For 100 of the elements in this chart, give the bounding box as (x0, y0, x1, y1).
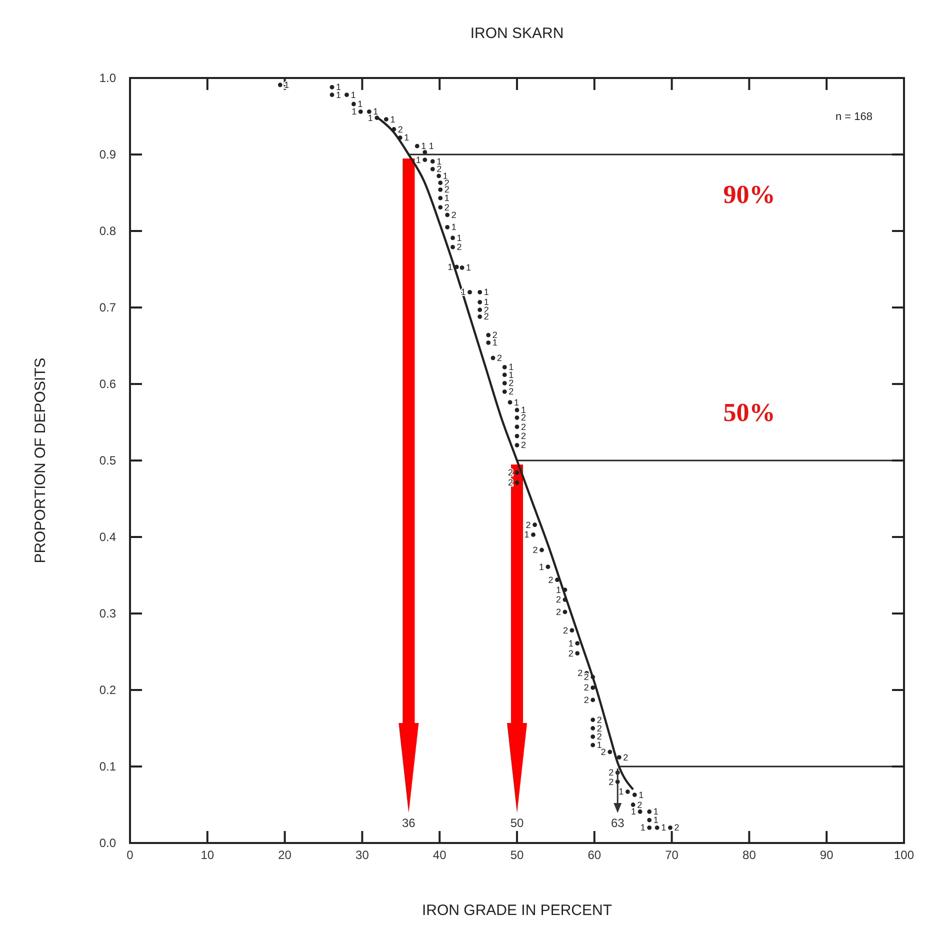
ref-line-label: 90% (723, 180, 776, 209)
text: 1 (404, 132, 410, 143)
y-tick-label: 0.8 (99, 224, 116, 238)
annotation: n = 168 (835, 111, 873, 123)
x-tick-label: 0 (126, 848, 134, 862)
text: 2 (608, 768, 614, 778)
text: 1 (442, 170, 448, 181)
text: 1 (638, 790, 644, 800)
text: 1 (661, 822, 666, 833)
text: 2 (521, 431, 526, 442)
y-tick-label: 0.4 (99, 530, 116, 544)
text: 1 (568, 638, 574, 648)
text: 2 (608, 776, 614, 787)
text: 1 (416, 154, 421, 165)
text: 2 (521, 440, 526, 450)
x-tick-label: 90 (820, 848, 834, 862)
text: 1 (352, 106, 357, 117)
x-tick-label: 10 (200, 848, 214, 862)
y-tick-label: 0.5 (99, 454, 116, 468)
annotation: 36 (402, 816, 416, 830)
text: 2 (532, 545, 538, 556)
text: 1 (373, 106, 378, 117)
text: 2 (444, 202, 450, 212)
x-tick-label: 40 (432, 848, 447, 862)
text: 2 (444, 184, 450, 195)
text: 1 (508, 362, 514, 372)
text: 2 (456, 242, 462, 252)
x-axis-title: IRON GRADE IN PERCENT (422, 902, 612, 919)
text: 1 (631, 806, 636, 817)
text: 1 (421, 141, 426, 152)
text: 2 (562, 625, 568, 636)
y-tick-label: 0.1 (99, 760, 116, 774)
text: 2 (548, 574, 554, 585)
text: 1 (456, 232, 462, 243)
ref-line-label: 50% (723, 398, 776, 427)
chart-title: IRON SKARN (470, 25, 564, 42)
text: 2 (508, 386, 514, 397)
text: 1 (444, 193, 450, 204)
text: 1 (653, 815, 658, 826)
text: 1 (492, 338, 498, 348)
x-tick-label: 60 (588, 848, 602, 862)
text: 1 (484, 297, 489, 308)
text: 2 (497, 352, 502, 363)
text: 1 (640, 822, 646, 833)
text: 1 (448, 262, 453, 272)
text: 1 (521, 405, 526, 416)
text: 1 (336, 90, 342, 100)
text: 1 (508, 370, 514, 380)
text: 1 (436, 156, 442, 166)
text: 2 (600, 746, 606, 757)
y-tick-label: 0.3 (99, 606, 116, 620)
text: 2 (596, 732, 602, 742)
x-tick-label: 30 (356, 848, 370, 862)
text: 1 (358, 99, 363, 110)
text: 1 (451, 222, 456, 232)
text: 1 (653, 806, 658, 817)
text: 1 (350, 90, 356, 100)
text: 2 (584, 694, 589, 705)
text: 2 (623, 752, 628, 762)
text: 2 (484, 312, 489, 322)
text: 2 (556, 594, 561, 605)
text: 2 (568, 648, 574, 658)
y-tick-label: 0.6 (99, 377, 116, 391)
text: 1 (390, 114, 396, 124)
text: 1 (524, 530, 530, 540)
text: 2 (578, 668, 583, 678)
text: 2 (674, 822, 680, 833)
text: 1 (618, 786, 624, 797)
text: 2 (521, 412, 526, 423)
text: 1 (556, 584, 561, 595)
x-tick-label: 50 (510, 848, 524, 862)
text: 2 (584, 682, 589, 693)
text: 2 (556, 606, 561, 617)
y-tick-label: 0.9 (99, 148, 116, 162)
text: 2 (521, 422, 526, 432)
y-tick-label: 0.7 (99, 300, 116, 314)
y-tick-label: 0.2 (99, 683, 116, 697)
y-axis-title: PROPORTION OF DEPOSITS (32, 358, 49, 564)
text: 1 (368, 112, 373, 123)
text: 2 (596, 714, 602, 725)
text: 2 (451, 210, 456, 220)
x-tick-label: 70 (665, 848, 679, 862)
text: 1 (428, 141, 434, 152)
x-tick-label: 80 (742, 848, 756, 862)
text: 2 (596, 723, 602, 734)
text: 2 (436, 164, 442, 174)
text: 2 (398, 124, 403, 134)
text: 1 (484, 287, 489, 298)
text: 1 (466, 262, 472, 273)
x-tick-label: 20 (278, 848, 292, 862)
text: 2 (526, 520, 531, 530)
text: 1 (538, 562, 544, 572)
text: 1 (514, 397, 520, 408)
y-tick-label: 1.0 (99, 71, 116, 85)
y-tick-label: 0.0 (99, 836, 116, 850)
x-tick-label: 100 (894, 848, 914, 862)
text: 2 (637, 800, 642, 810)
annotation: 50 (510, 816, 524, 830)
text: 1 (596, 740, 602, 750)
annotation: 63 (610, 816, 625, 830)
